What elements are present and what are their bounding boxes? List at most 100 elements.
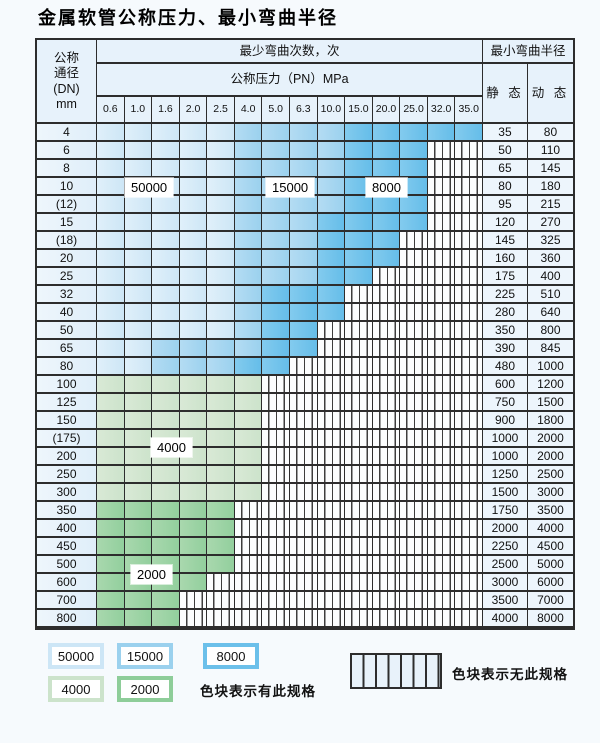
legend: 50000 15000 8000 4000 2000 色块表示有此规格 色块表示… bbox=[0, 636, 600, 736]
spec-cell bbox=[179, 592, 208, 610]
spec-cell bbox=[317, 448, 346, 466]
spec-cell bbox=[234, 304, 263, 322]
spec-cell bbox=[427, 322, 456, 340]
spec-cell bbox=[455, 286, 483, 304]
spec-cell bbox=[455, 340, 483, 358]
spec-cell bbox=[455, 412, 483, 430]
spec-cell bbox=[427, 556, 456, 574]
dn-cell: 32 bbox=[37, 286, 97, 304]
spec-cell bbox=[207, 304, 235, 322]
dynamic-radius-cell: 2000 bbox=[527, 430, 573, 448]
spec-cell bbox=[234, 358, 263, 376]
spec-cell bbox=[317, 574, 346, 592]
spec-grid: 公称 通径 (DN) mm 最少弯曲次数，次 最小弯曲半径 公称压力（PN）MP… bbox=[35, 38, 575, 630]
spec-cell bbox=[317, 196, 346, 214]
dynamic-radius-cell: 510 bbox=[527, 286, 573, 304]
spec-cell bbox=[427, 430, 456, 448]
spec-cell bbox=[207, 448, 235, 466]
spec-cell bbox=[345, 250, 373, 268]
spec-cell bbox=[97, 250, 125, 268]
spec-cell bbox=[427, 178, 456, 196]
spec-cell bbox=[234, 340, 263, 358]
spec-cell bbox=[207, 376, 235, 394]
dynamic-radius-cell: 270 bbox=[527, 214, 573, 232]
spec-cell bbox=[152, 502, 180, 520]
pressure-col-header: 4.0 bbox=[234, 97, 263, 124]
spec-cell bbox=[97, 592, 125, 610]
spec-cell bbox=[262, 304, 290, 322]
spec-cell bbox=[97, 178, 125, 196]
spec-cell bbox=[372, 592, 401, 610]
spec-cell bbox=[262, 430, 290, 448]
spec-cell bbox=[234, 250, 263, 268]
spec-cell bbox=[372, 250, 401, 268]
spec-cell bbox=[400, 556, 428, 574]
spec-cell bbox=[179, 214, 208, 232]
spec-cell bbox=[207, 484, 235, 502]
region-count-label: 2000 bbox=[131, 565, 172, 584]
spec-cell bbox=[262, 232, 290, 250]
spec-cell bbox=[97, 214, 125, 232]
spec-cell bbox=[345, 232, 373, 250]
region-count-label: 15000 bbox=[266, 178, 315, 197]
spec-cell bbox=[289, 358, 318, 376]
static-radius-cell: 600 bbox=[482, 376, 528, 394]
spec-cell bbox=[400, 160, 428, 178]
spec-cell bbox=[372, 304, 401, 322]
pressure-col-header: 15.0 bbox=[345, 97, 373, 124]
spec-cell bbox=[97, 322, 125, 340]
spec-cell bbox=[345, 376, 373, 394]
spec-cell bbox=[262, 502, 290, 520]
spec-cell bbox=[400, 502, 428, 520]
spec-cell bbox=[289, 250, 318, 268]
spec-cell bbox=[427, 268, 456, 286]
spec-cell bbox=[427, 502, 456, 520]
legend-swatch-label: 4000 bbox=[52, 680, 100, 698]
spec-cell bbox=[124, 286, 153, 304]
spec-cell bbox=[455, 520, 483, 538]
spec-cell bbox=[289, 160, 318, 178]
spec-cell bbox=[427, 610, 456, 628]
spec-cell bbox=[455, 376, 483, 394]
spec-cell bbox=[234, 376, 263, 394]
spec-cell bbox=[262, 520, 290, 538]
spec-cell bbox=[207, 142, 235, 160]
spec-cell bbox=[262, 142, 290, 160]
spec-cell bbox=[97, 304, 125, 322]
spec-cell bbox=[372, 430, 401, 448]
legend-swatch-2000: 2000 bbox=[117, 676, 173, 702]
dn-cell: 300 bbox=[37, 484, 97, 502]
static-radius-cell: 120 bbox=[482, 214, 528, 232]
spec-cell bbox=[372, 376, 401, 394]
spec-cell bbox=[455, 160, 483, 178]
spec-cell bbox=[179, 466, 208, 484]
dn-header-line: mm bbox=[56, 97, 77, 111]
dn-cell: (18) bbox=[37, 232, 97, 250]
spec-cell bbox=[97, 538, 125, 556]
spec-cell bbox=[317, 592, 346, 610]
spec-cell bbox=[345, 556, 373, 574]
spec-cell bbox=[234, 196, 263, 214]
spec-cell bbox=[262, 556, 290, 574]
spec-cell bbox=[179, 250, 208, 268]
pressure-col-header: 2.5 bbox=[207, 97, 235, 124]
spec-cell bbox=[97, 268, 125, 286]
spec-cell bbox=[427, 196, 456, 214]
spec-cell bbox=[207, 250, 235, 268]
spec-cell bbox=[207, 556, 235, 574]
dynamic-radius-cell: 1200 bbox=[527, 376, 573, 394]
dynamic-radius-cell: 3500 bbox=[527, 502, 573, 520]
dn-cell: 8 bbox=[37, 160, 97, 178]
legend-swatch-15000: 15000 bbox=[117, 643, 173, 669]
spec-cell bbox=[179, 484, 208, 502]
spec-cell bbox=[207, 412, 235, 430]
spec-cell bbox=[372, 556, 401, 574]
spec-cell bbox=[427, 124, 456, 142]
spec-cell bbox=[289, 520, 318, 538]
spec-cell bbox=[289, 430, 318, 448]
spec-cell bbox=[427, 412, 456, 430]
spec-cell bbox=[262, 592, 290, 610]
spec-cell bbox=[152, 358, 180, 376]
spec-cell bbox=[124, 394, 153, 412]
spec-cell bbox=[179, 268, 208, 286]
